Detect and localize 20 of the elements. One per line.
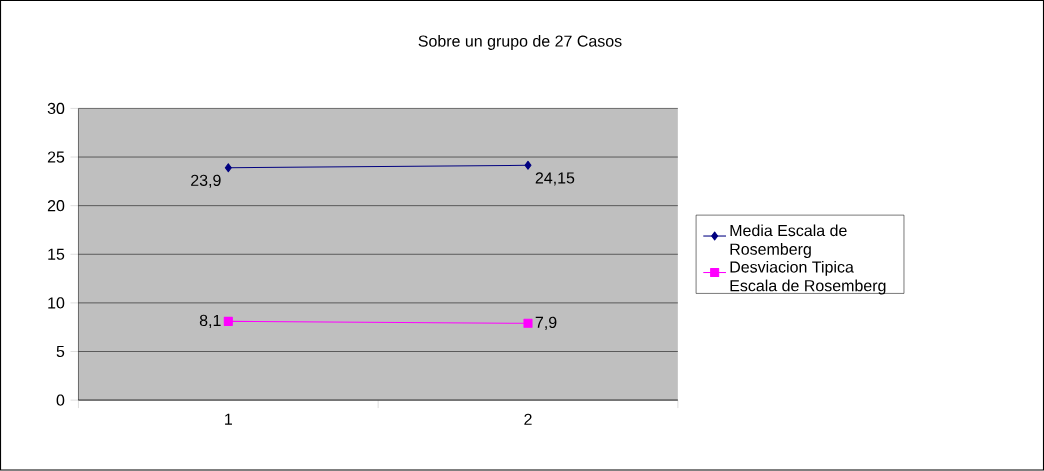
- point: [223, 317, 233, 327]
- point: [524, 160, 532, 171]
- y-tick-label: 25: [47, 151, 65, 163]
- legend-label: Desviacion Tipica Escala de Rosemberg: [730, 261, 886, 295]
- y-tick-label: 10: [48, 297, 65, 309]
- y-tick-label: 15: [48, 248, 65, 261]
- point: [224, 163, 232, 173]
- y-tick-label: 5: [56, 346, 65, 358]
- chart-title: Sobre un grupo de 27 Casos: [418, 35, 622, 51]
- x-tick-label: 2: [524, 413, 532, 426]
- point: [523, 318, 533, 329]
- y-tick-label: 20: [47, 200, 65, 212]
- legend-label: Media Escala de Rosemberg: [730, 224, 847, 259]
- data-label: 7,9: [535, 316, 557, 331]
- y-tick-label: 30: [47, 102, 65, 115]
- data-label: 24,15: [535, 172, 575, 186]
- data-label: 23,9: [191, 174, 221, 189]
- x-tick-label: 1: [225, 413, 232, 425]
- data-label: 8,1: [199, 314, 221, 329]
- y-tick-label: 0: [56, 394, 65, 406]
